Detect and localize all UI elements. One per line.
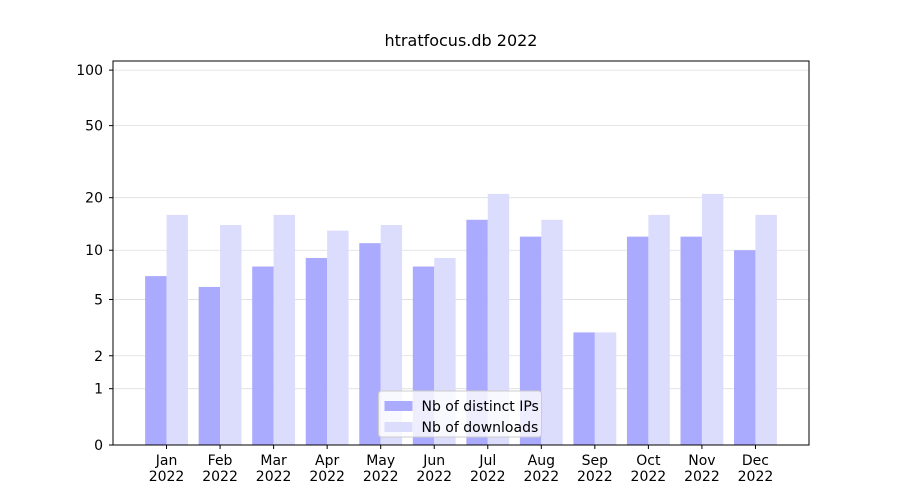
bar — [755, 214, 777, 445]
y-tick-label: 20 — [85, 191, 103, 207]
bar — [466, 219, 488, 445]
bar — [648, 214, 670, 445]
bar — [198, 286, 221, 445]
legend-swatch — [384, 401, 413, 411]
x-tick-label: May 2022 — [362, 453, 399, 485]
x-tick-label: Aug 2022 — [523, 453, 560, 485]
legend-label: Nb of distinct IPs — [422, 399, 539, 415]
x-tick-label: Sep 2022 — [577, 453, 613, 485]
bar — [541, 219, 563, 445]
y-tick-label: 0 — [94, 438, 103, 454]
x-tick-label: Dec 2022 — [737, 453, 774, 485]
y-tick-label: 2 — [94, 349, 103, 365]
bar — [734, 250, 756, 445]
x-tick-label: Jan 2022 — [148, 453, 185, 485]
y-tick-label: 100 — [76, 63, 103, 79]
bar — [359, 243, 381, 445]
legend-box — [378, 390, 542, 438]
x-tick-label: Mar 2022 — [255, 453, 292, 485]
bar — [327, 230, 349, 445]
x-tick-label: Oct 2022 — [630, 453, 667, 485]
bar — [220, 225, 242, 445]
x-tick-label: Apr 2022 — [309, 453, 345, 485]
x-tick-label: Feb 2022 — [202, 453, 238, 485]
bar — [680, 236, 702, 445]
plot-frame — [112, 60, 810, 446]
y-tick-label: 50 — [85, 119, 103, 135]
y-tick-label: 5 — [94, 292, 103, 308]
legend-swatch — [384, 422, 413, 432]
bar — [145, 276, 167, 445]
bar — [305, 257, 328, 445]
bar — [573, 332, 595, 445]
x-tick-label: Nov 2022 — [684, 453, 720, 485]
y-tick-label: 10 — [85, 243, 103, 259]
bar — [701, 193, 724, 445]
bar — [252, 266, 274, 445]
bar — [487, 193, 510, 445]
bar — [380, 225, 403, 445]
bar — [626, 236, 649, 445]
x-tick-label: Jul 2022 — [469, 453, 506, 485]
legend-label: Nb of downloads — [422, 420, 539, 436]
bar — [594, 332, 617, 445]
x-tick-label: Jun 2022 — [416, 453, 453, 485]
y-tick-label: 1 — [94, 382, 103, 398]
bar — [273, 214, 296, 445]
bar — [166, 214, 188, 445]
chart-title: htratfocus.db 2022 — [385, 31, 538, 50]
